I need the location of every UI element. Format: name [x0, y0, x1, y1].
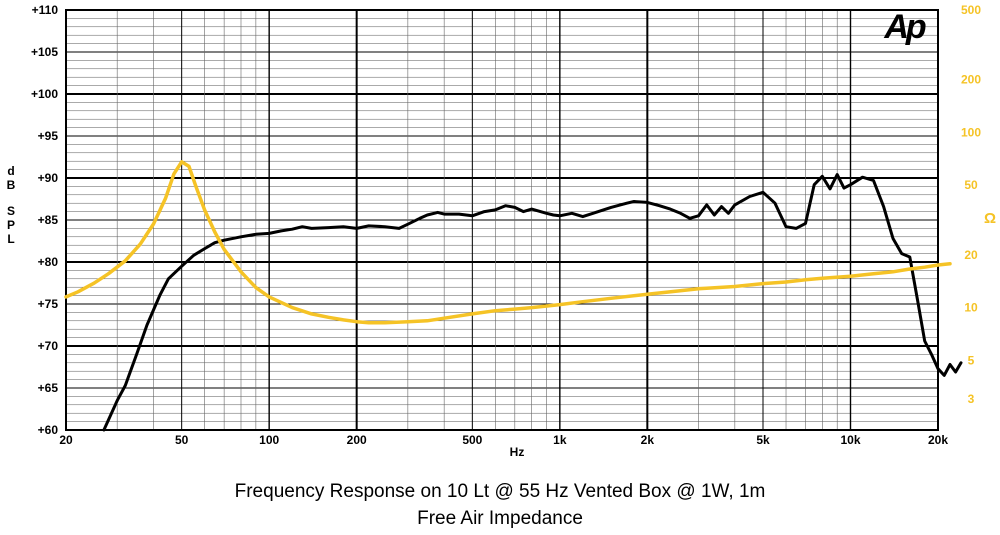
y-tick-label: +75 [38, 297, 59, 311]
x-tick-label: 20 [59, 433, 73, 447]
x-tick-label: 1k [553, 433, 567, 447]
y2-tick-label: 100 [961, 125, 981, 139]
series-layer [64, 160, 963, 432]
grid [66, 10, 938, 430]
y2-tick-label: 200 [961, 73, 981, 87]
x-tick-label: 20k [928, 433, 948, 447]
y-tick-label: +85 [38, 213, 59, 227]
x-tick-label: 200 [347, 433, 367, 447]
y-tick-label: +80 [38, 255, 59, 269]
x-tick-label: 2k [641, 433, 655, 447]
y2-tick-label: 500 [961, 3, 981, 17]
ap-logo: Ap [883, 8, 926, 46]
y-tick-label: +95 [38, 129, 59, 143]
y-tick-label: +90 [38, 171, 59, 185]
impedance-curve [64, 160, 952, 325]
y-tick-label: +105 [31, 45, 58, 59]
y2-tick-label: 20 [964, 248, 978, 262]
x-tick-label: 5k [756, 433, 770, 447]
y2-axis-label: Ω [984, 210, 996, 227]
y-tick-label: +65 [38, 381, 59, 395]
y2-tick-label: 3 [968, 392, 975, 406]
x-tick-label: 100 [259, 433, 279, 447]
x-tick-label: 50 [175, 433, 189, 447]
chart-subtitle: Free Air Impedance [417, 508, 583, 529]
spl-curve [102, 173, 963, 432]
y2-tick-label: 5 [968, 353, 975, 367]
x-axis-label: Hz [510, 445, 525, 459]
y-tick-label: +70 [38, 339, 59, 353]
plot-frame [65, 9, 939, 431]
y-tick-label: +60 [38, 423, 59, 437]
x-tick-label: 500 [462, 433, 482, 447]
x-tick-label: 10k [840, 433, 860, 447]
chart-title: Frequency Response on 10 Lt @ 55 Hz Vent… [234, 481, 766, 502]
y2-tick-label: 10 [964, 301, 978, 315]
y2-tick-label: 50 [964, 178, 978, 192]
y-tick-label: +100 [31, 87, 58, 101]
tick-labels: 20 50 100 200 500 1k 2k 5k 10k 20k +60 +65 +70 +75 +80… [31, 3, 981, 447]
y-tick-label: +110 [32, 3, 59, 17]
